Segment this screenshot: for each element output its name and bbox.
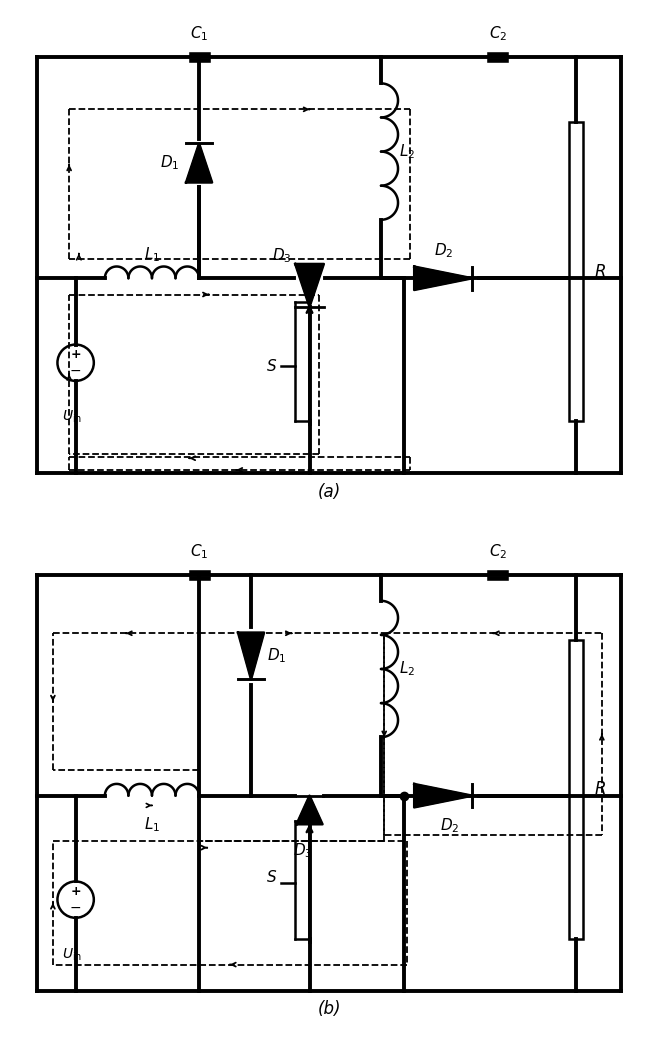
Text: $U_{\rm in}$: $U_{\rm in}$ — [63, 947, 82, 963]
Polygon shape — [297, 796, 322, 824]
Text: (b): (b) — [317, 1001, 341, 1018]
Text: $D_1$: $D_1$ — [267, 646, 287, 665]
Text: $L_2$: $L_2$ — [399, 142, 415, 161]
Text: $L_2$: $L_2$ — [399, 660, 415, 678]
Text: $C_1$: $C_1$ — [190, 24, 208, 43]
Text: −: − — [70, 901, 82, 914]
Text: $S$: $S$ — [266, 357, 277, 374]
Polygon shape — [186, 143, 212, 183]
Text: +: + — [70, 348, 81, 361]
Bar — [569, 640, 583, 938]
Text: −: − — [70, 364, 82, 378]
Text: $C_1$: $C_1$ — [190, 541, 208, 560]
Polygon shape — [414, 784, 472, 807]
Text: $C_2$: $C_2$ — [489, 541, 507, 560]
Text: $D_2$: $D_2$ — [434, 241, 453, 260]
Text: $D_1$: $D_1$ — [160, 154, 180, 172]
Text: $L_1$: $L_1$ — [144, 245, 160, 264]
Text: $D_3$: $D_3$ — [272, 246, 291, 265]
Bar — [569, 123, 583, 421]
Polygon shape — [295, 264, 324, 307]
Text: $U_{\rm in}$: $U_{\rm in}$ — [63, 408, 82, 425]
Text: $D_3$: $D_3$ — [293, 842, 313, 860]
Text: (a): (a) — [317, 483, 341, 501]
Text: $R$: $R$ — [594, 263, 606, 281]
Polygon shape — [414, 267, 472, 290]
Text: $D_2$: $D_2$ — [440, 817, 459, 835]
Text: $L_1$: $L_1$ — [144, 816, 160, 834]
Text: +: + — [70, 885, 81, 898]
Text: $C_2$: $C_2$ — [489, 24, 507, 43]
Text: $S$: $S$ — [266, 869, 277, 884]
Text: $R$: $R$ — [594, 780, 606, 798]
Polygon shape — [238, 633, 264, 680]
